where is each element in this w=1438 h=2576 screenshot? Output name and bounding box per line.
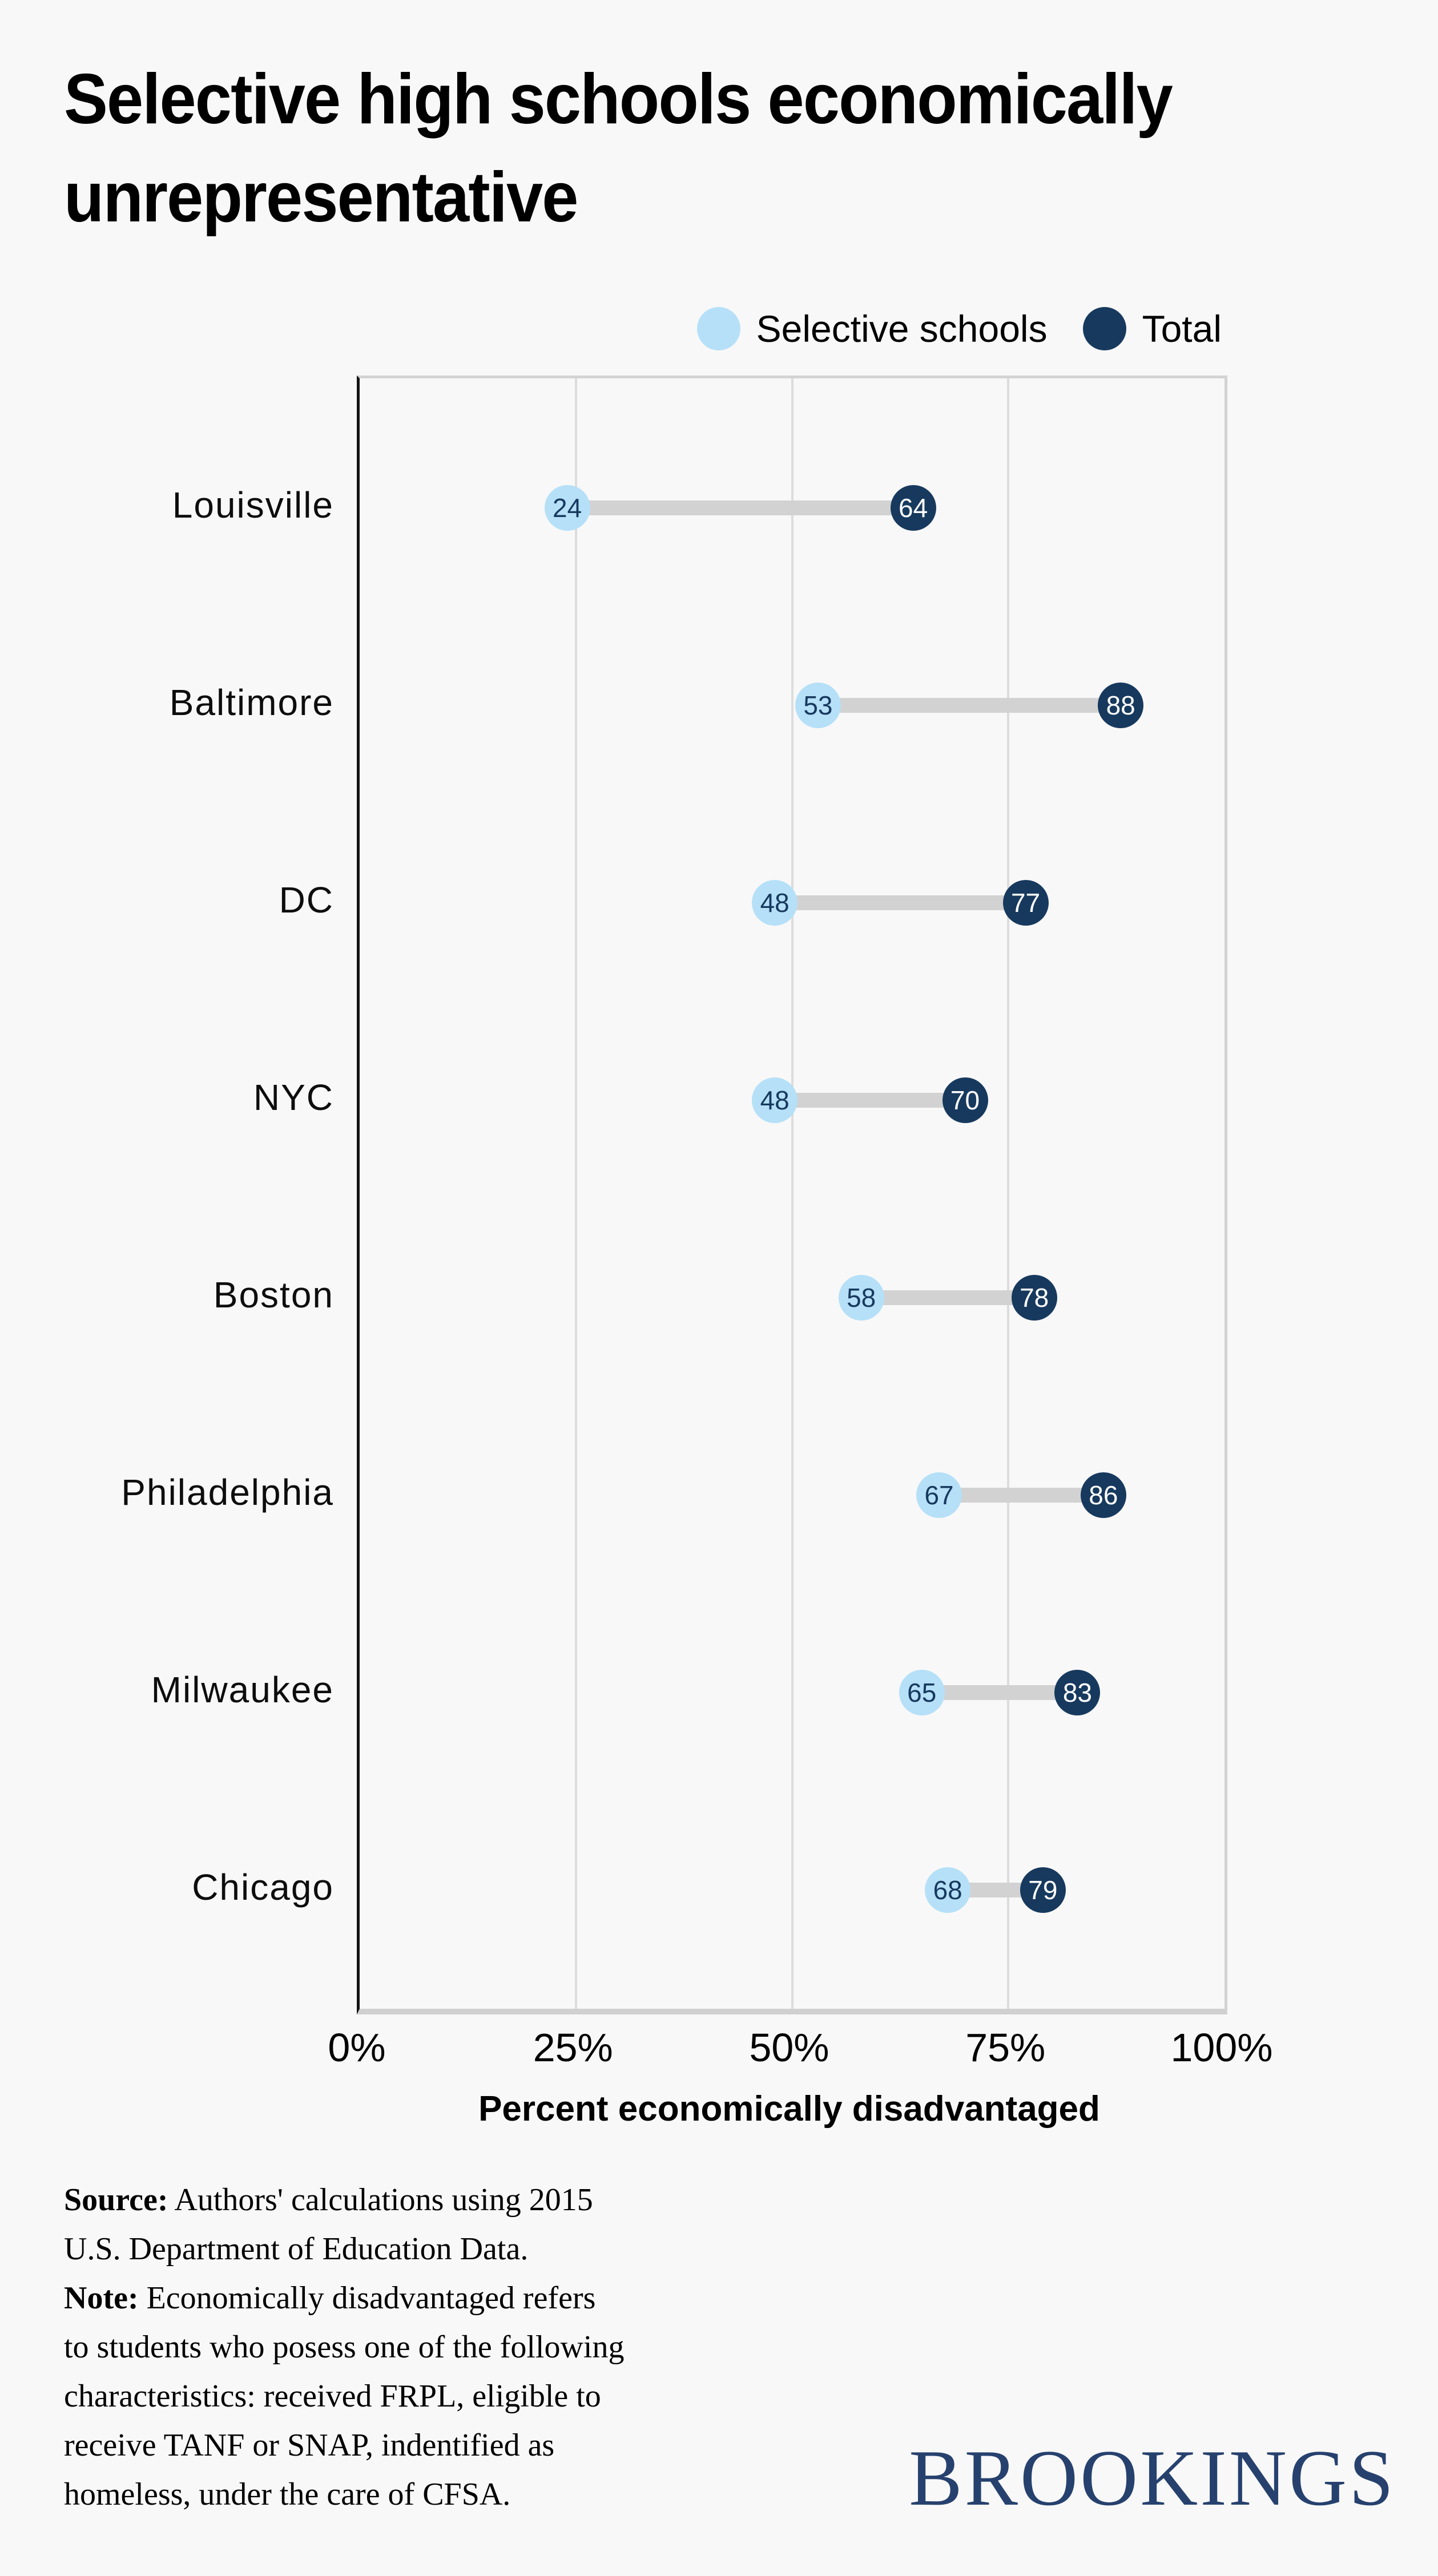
brookings-logo: BROOKINGS (909, 2434, 1396, 2522)
note-label: Source: (64, 2182, 168, 2218)
city-label: Louisville (172, 484, 334, 526)
city-label: Milwaukee (151, 1669, 334, 1710)
selective-schools-swatch-icon (696, 307, 740, 350)
x-axis-title: Percent economically disadvantaged (478, 2089, 1100, 2129)
total-dot: 70 (942, 1077, 988, 1123)
total-dot: 86 (1080, 1472, 1126, 1518)
dumbbell-bar (775, 1093, 965, 1108)
x-tick-label: 25% (533, 2025, 613, 2070)
city-label: Chicago (192, 1867, 334, 1908)
gridline-50 (791, 378, 793, 2009)
selective-schools-dot: 58 (838, 1275, 884, 1321)
selective-schools-dot: 48 (752, 1077, 798, 1123)
x-tick-label: 75% (965, 2025, 1046, 2070)
selective-schools-dot: 48 (752, 880, 798, 926)
selective-schools-dot: 24 (544, 485, 590, 531)
legend: Selective schools Total (696, 294, 1222, 363)
gridline-75 (1007, 378, 1010, 2009)
dumbbell-bar (861, 1290, 1034, 1305)
total-dot: 64 (890, 485, 936, 531)
total-dot: 83 (1054, 1670, 1101, 1715)
total-dot: 77 (1002, 880, 1049, 926)
legend-item-total: Total (1082, 307, 1222, 350)
total-dot: 78 (1011, 1275, 1057, 1321)
chart-title: Selective high schools economically unre… (64, 60, 1173, 237)
dumbbell-bar (775, 895, 1026, 910)
selective-schools-dot: 53 (795, 683, 841, 728)
city-label: DC (279, 879, 334, 920)
y-axis-labels: Louisville Baltimore DC NYC Boston Philadelph… (0, 376, 334, 2006)
city-label: Boston (213, 1274, 334, 1315)
x-tick-label: 50% (749, 2025, 829, 2070)
legend-label-total: Total (1142, 308, 1222, 350)
dumbbell-bar (567, 500, 913, 515)
selective-schools-dot: 65 (899, 1670, 945, 1715)
source-note: Source: Authors' calculations using 2015… (64, 2182, 625, 2512)
total-dot: 88 (1098, 683, 1144, 728)
gridline-25 (574, 378, 577, 2009)
selective-schools-dot: 67 (916, 1472, 962, 1518)
x-tick-label: 0% (328, 2025, 386, 2070)
dumbbell-bar (921, 1685, 1078, 1700)
city-label: NYC (253, 1077, 334, 1118)
city-label: Philadelphia (121, 1472, 334, 1513)
plot-area: 24 64 53 88 48 77 48 70 58 78 67 86 65 83 68 79 (357, 376, 1227, 2014)
dumbbell-bar (939, 1488, 1103, 1503)
legend-label-selective-schools: Selective schools (756, 308, 1048, 350)
note-label: Note: (64, 2280, 139, 2316)
x-tick-label: 100% (1170, 2025, 1273, 2070)
selective-schools-dot: 68 (925, 1867, 971, 1913)
total-swatch-icon (1082, 307, 1126, 350)
dumbbell-bar (817, 698, 1121, 713)
city-label: Baltimore (169, 682, 334, 723)
legend-item-selective-schools: Selective schools (696, 307, 1048, 350)
x-axis-ticks: 0% 25% 50% 75% 100% (328, 2025, 1272, 2076)
total-dot: 79 (1020, 1867, 1066, 1913)
